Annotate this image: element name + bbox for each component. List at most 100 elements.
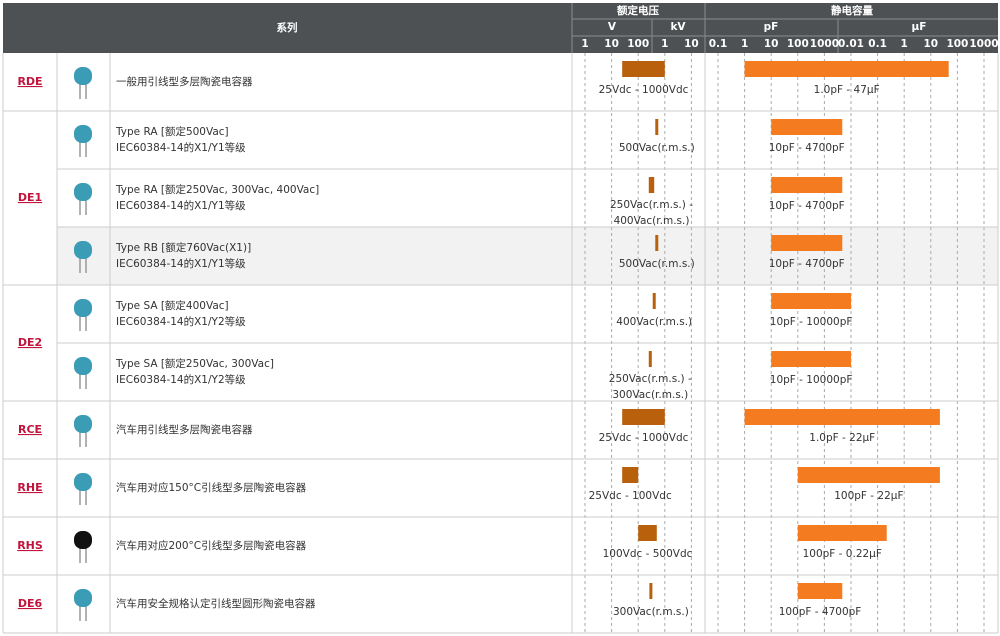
tick-label: 10 <box>764 38 779 50</box>
voltage-label: 500Vac(r.m.s.) <box>619 258 695 270</box>
description: IEC60384-14的X1/Y2等级 <box>116 315 246 328</box>
product-icon <box>74 531 92 549</box>
series-link[interactable]: RCE <box>18 423 42 436</box>
description: Type RA [额定250Vac, 300Vac, 400Vac] <box>115 183 319 196</box>
voltage-bar <box>622 409 665 425</box>
voltage-bar <box>655 235 659 251</box>
capacitance-header: 静电容量 <box>831 4 873 17</box>
product-icon <box>74 125 92 143</box>
row-background <box>57 343 998 401</box>
capacitance-label: 1.0pF - 22μF <box>809 432 875 444</box>
tick-label: 1000 <box>969 38 998 50</box>
capacitance-bar <box>771 293 851 309</box>
series-link[interactable]: RDE <box>17 75 42 88</box>
capacitance-label: 10pF - 4700pF <box>769 142 845 154</box>
unit-label: kV <box>670 21 686 33</box>
tick-label: 0.1 <box>709 38 728 50</box>
voltage-bar <box>655 119 659 135</box>
capacitance-bar <box>744 409 940 425</box>
tick-label: 100 <box>787 38 809 50</box>
voltage-label: 100Vdc - 500Vdc <box>603 548 693 560</box>
tick-label: 1 <box>661 38 668 50</box>
voltage-label: 25Vdc - 100Vdc <box>589 490 672 502</box>
voltage-label: 250Vac(r.m.s.) - <box>609 373 692 385</box>
capacitance-bar <box>744 61 949 77</box>
capacitance-label: 100pF - 0.22μF <box>803 548 882 560</box>
voltage-bar <box>652 293 656 309</box>
row-background <box>57 111 998 169</box>
description: IEC60384-14的X1/Y2等级 <box>116 373 246 386</box>
capacitance-label: 100pF - 22μF <box>834 490 903 502</box>
tick-label: 1 <box>901 38 908 50</box>
description: Type RB [额定760Vac(X1)] <box>115 241 251 254</box>
voltage-label: 400Vac(r.m.s.) <box>616 316 692 328</box>
row-background <box>57 169 998 227</box>
product-icon <box>74 67 92 85</box>
series-link[interactable]: DE6 <box>18 597 43 610</box>
series-link[interactable]: DE1 <box>18 191 42 204</box>
capacitance-label: 10pF - 4700pF <box>769 258 845 270</box>
table-header <box>3 3 998 53</box>
voltage-label: 500Vac(r.m.s.) <box>619 142 695 154</box>
tick-label: 1 <box>741 38 748 50</box>
description: IEC60384-14的X1/Y1等级 <box>116 141 246 154</box>
voltage-bar <box>649 583 653 599</box>
voltage-header: 额定电压 <box>616 4 659 17</box>
voltage-label: 300Vac(r.m.s.) <box>612 389 688 401</box>
description: Type SA [额定400Vac] <box>115 299 229 312</box>
row-background <box>57 285 998 343</box>
capacitance-bar <box>771 351 851 367</box>
capacitance-bar <box>797 467 940 483</box>
tick-label: 1000 <box>810 38 839 50</box>
series-link[interactable]: RHS <box>17 539 43 552</box>
description: 汽车用对应200°C引线型多层陶瓷电容器 <box>116 539 307 552</box>
tick-label: 0.1 <box>868 38 887 50</box>
product-icon <box>74 241 92 259</box>
capacitance-bar <box>771 235 843 251</box>
unit-label: pF <box>764 21 779 33</box>
series-link[interactable]: RHE <box>17 481 42 494</box>
tick-label: 100 <box>627 38 649 50</box>
tick-label: 1 <box>581 38 588 50</box>
capacitance-bar <box>797 583 843 599</box>
description: 一般用引线型多层陶瓷电容器 <box>116 75 253 88</box>
capacitance-label: 10pF - 10000pF <box>770 316 853 328</box>
product-icon <box>74 473 92 491</box>
row-background <box>57 227 998 285</box>
voltage-label: 400Vac(r.m.s.) <box>614 215 690 227</box>
tick-label: 10 <box>604 38 619 50</box>
description: Type SA [额定250Vac, 300Vac] <box>115 357 274 370</box>
capacitance-bar <box>771 119 843 135</box>
voltage-bar <box>648 351 652 367</box>
description: 汽车用对应150°C引线型多层陶瓷电容器 <box>116 481 307 494</box>
product-icon <box>74 299 92 317</box>
unit-label: V <box>608 21 617 33</box>
product-icon <box>74 415 92 433</box>
description: Type RA [额定500Vac] <box>115 125 229 138</box>
capacitance-label: 10pF - 4700pF <box>769 200 845 212</box>
capacitance-label: 1.0pF - 47μF <box>814 84 880 96</box>
voltage-label: 25Vdc - 1000Vdc <box>599 84 689 96</box>
description: IEC60384-14的X1/Y1等级 <box>116 257 246 270</box>
description: 汽车用安全规格认定引线型圆形陶瓷电容器 <box>116 597 316 610</box>
voltage-bar <box>622 467 639 483</box>
product-icon <box>74 357 92 375</box>
description: 汽车用引线型多层陶瓷电容器 <box>116 423 253 436</box>
capacitance-label: 100pF - 4700pF <box>779 606 862 618</box>
tick-label: 100 <box>946 38 968 50</box>
voltage-bar <box>648 177 655 193</box>
tick-label: 0.01 <box>838 38 864 50</box>
capacitance-label: 10pF - 10000pF <box>770 374 853 386</box>
description: IEC60384-14的X1/Y1等级 <box>116 199 246 212</box>
tick-label: 10 <box>684 38 699 50</box>
product-icon <box>74 589 92 607</box>
capacitance-bar <box>797 525 887 541</box>
unit-label: μF <box>912 21 927 33</box>
series-link[interactable]: DE2 <box>18 336 42 349</box>
capacitance-bar <box>771 177 843 193</box>
voltage-bar <box>622 61 665 77</box>
voltage-label: 25Vdc - 1000Vdc <box>599 432 689 444</box>
voltage-bar <box>638 525 657 541</box>
